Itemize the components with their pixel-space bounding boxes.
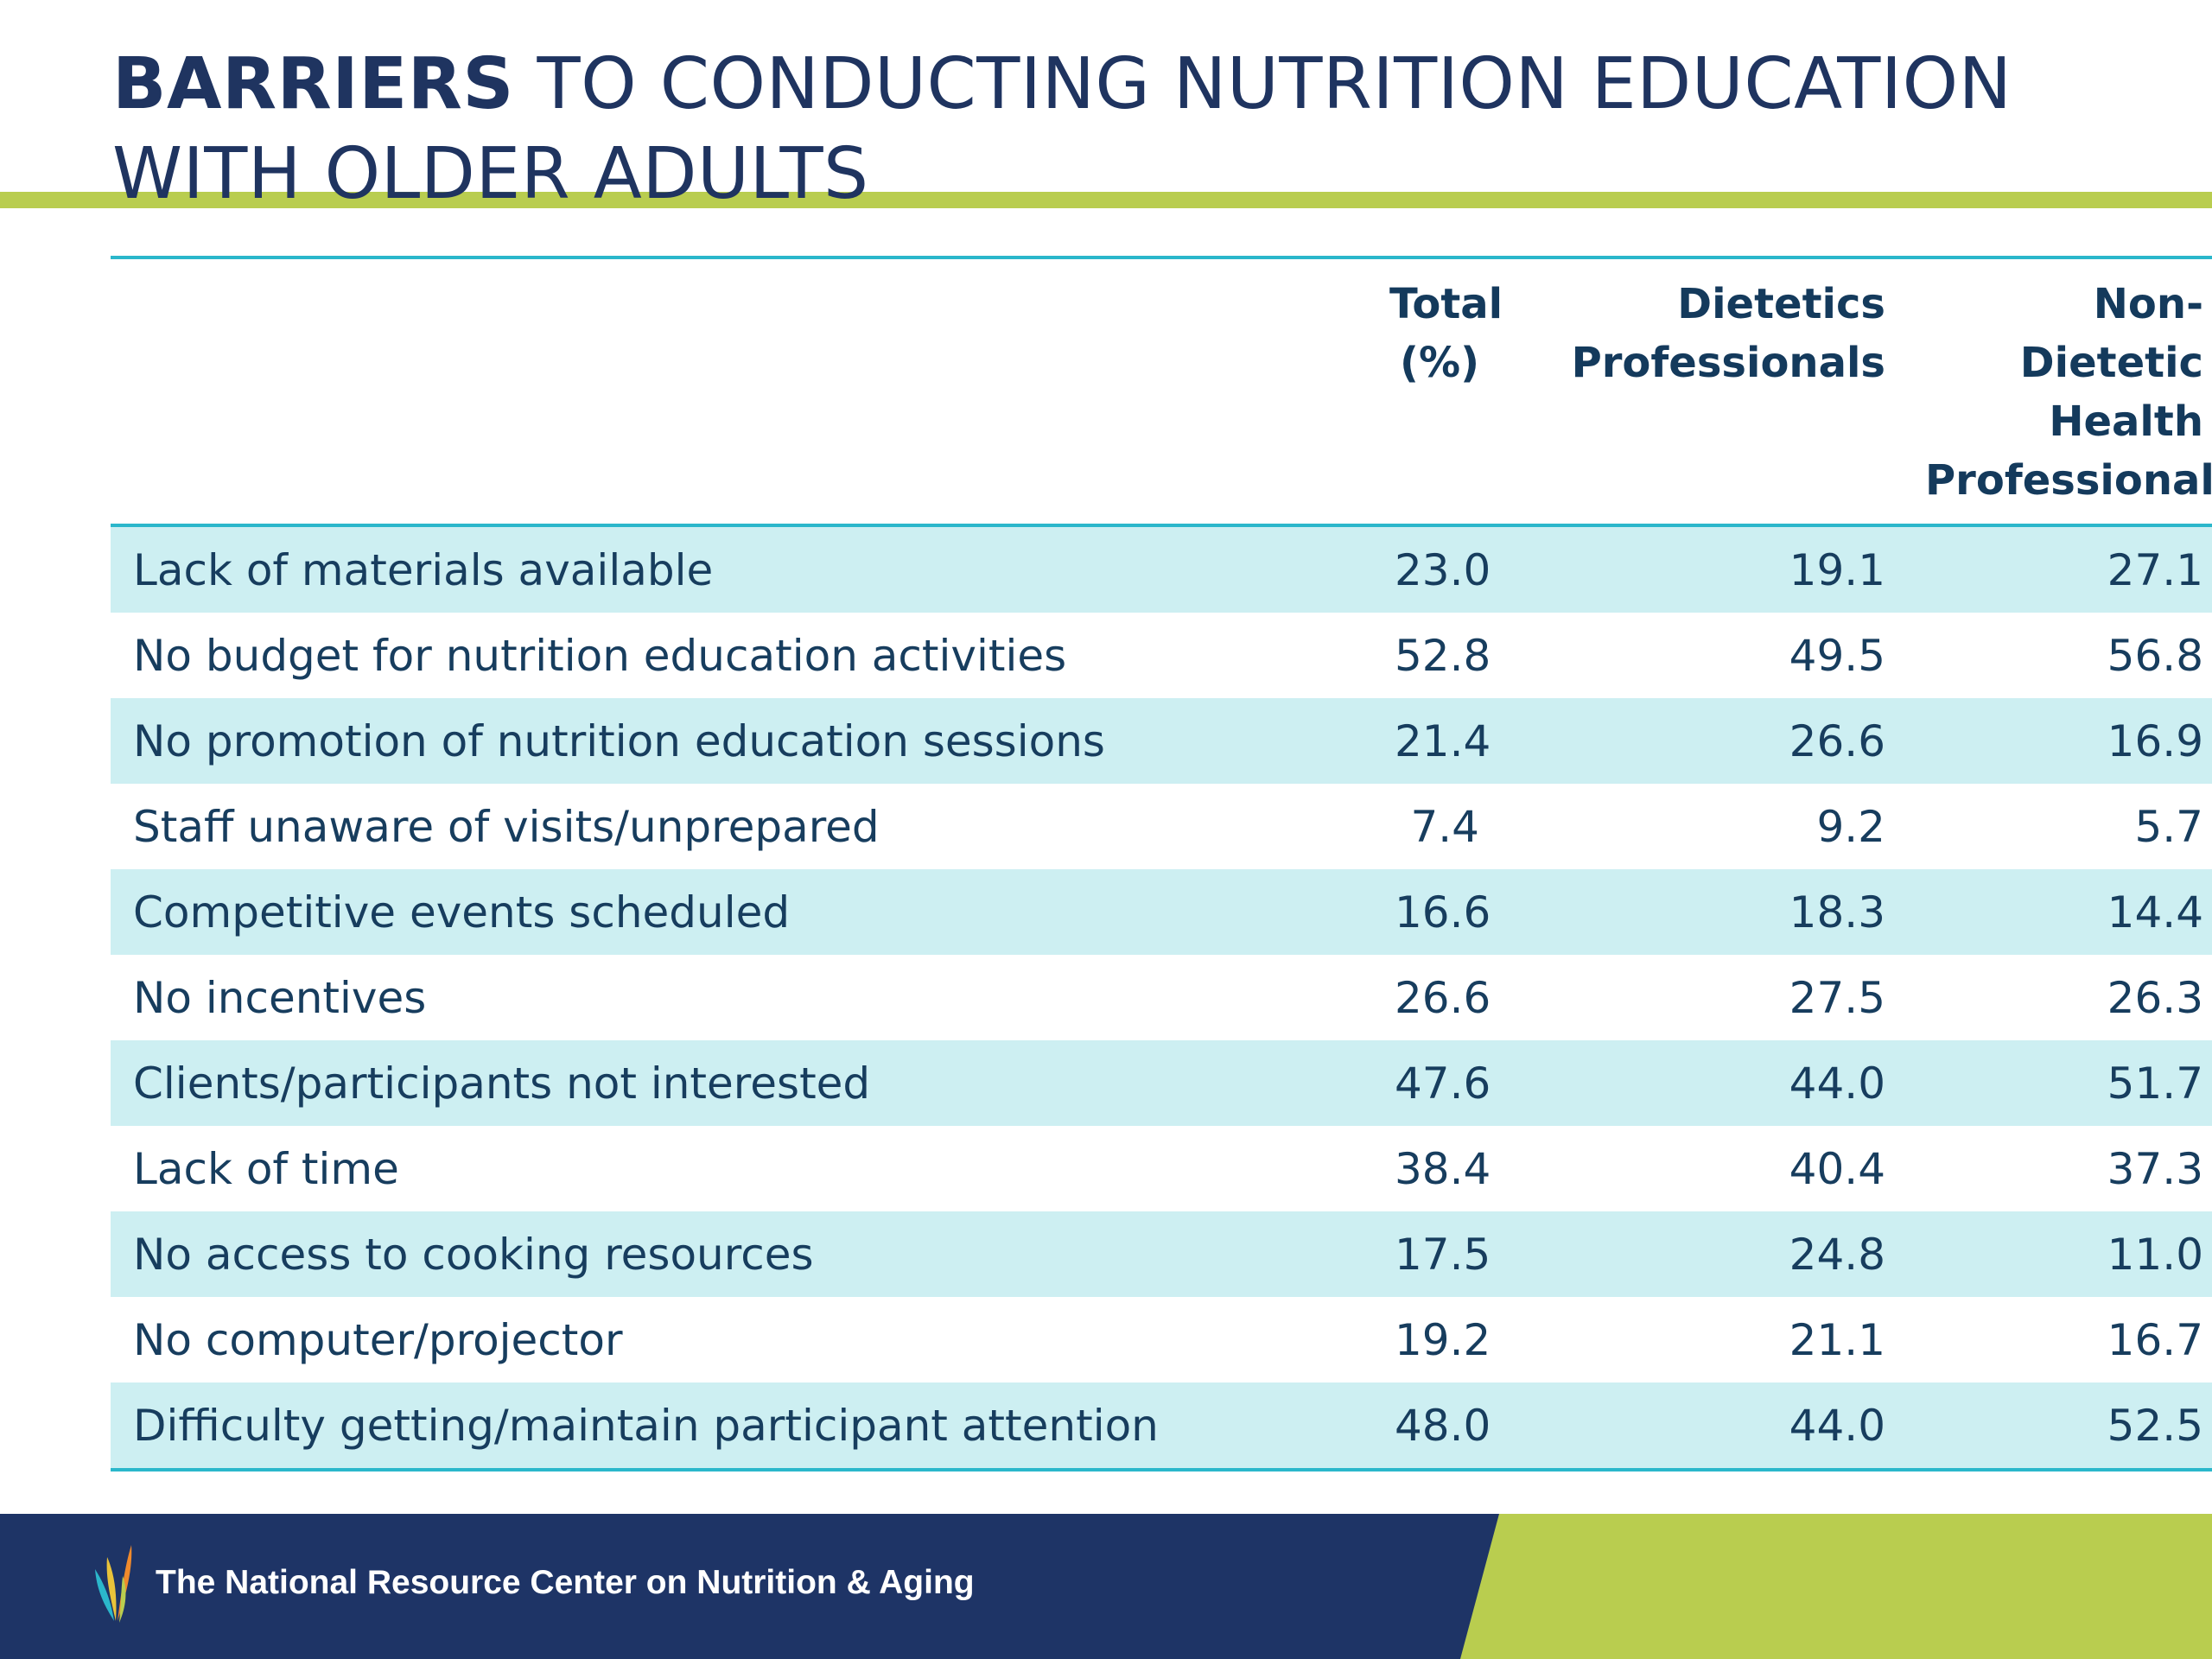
table-row: No budget for nutrition education activi… [111,613,2212,698]
total-value: 21.4 [1395,715,1491,766]
total-value: 17.5 [1395,1229,1491,1280]
footer-accent [1460,1514,2212,1659]
total-value: 52.8 [1395,630,1491,681]
header-dietetics: Dietetics Professionals [1502,257,1908,525]
row-label: No budget for nutrition education activi… [133,630,1067,681]
header-dietetics-line: Professionals [1571,339,1885,387]
row-label: No promotion of nutrition education sess… [133,715,1105,766]
row-label: Lack of materials available [133,544,714,595]
table-body: Lack of materials available 23.0 19.1 27.1 N… [111,525,2212,1470]
non-dietetic-value: 14.4 [2107,887,2203,938]
slide-title: BARRIERS TO CONDUCTING NUTRITION EDUCATI… [112,40,2100,219]
header-total: Total (%) [1372,257,1503,525]
header-non-dietetic-line: Health [2049,397,2203,446]
title-bold-part: BARRIERS [112,43,514,125]
barriers-table-container: Total (%) Dietetics Professionals Non-Dietet… [111,256,2212,1471]
total-value: 48.0 [1395,1400,1491,1451]
header-dietetics-line: Dietetics [1677,280,1885,328]
table-row: Lack of materials available 23.0 19.1 27.1 [111,525,2212,613]
row-label: Competitive events scheduled [133,887,791,938]
non-dietetic-value: 16.7 [2107,1314,2203,1365]
dietetics-value: 26.6 [1789,715,1885,766]
non-dietetic-value: 37.3 [2107,1143,2203,1194]
row-label: No computer/projector [133,1314,623,1365]
dietetics-value: 44.0 [1789,1058,1885,1109]
total-value: 7.4 [1410,801,1479,852]
non-dietetic-value: 11.0 [2107,1229,2203,1280]
dietetics-value: 44.0 [1789,1400,1885,1451]
total-value: 26.6 [1395,972,1491,1023]
row-label: Clients/participants not interested [133,1058,871,1109]
table-row: Difficulty getting/maintain participant … [111,1382,2212,1470]
non-dietetic-value: 56.8 [2107,630,2203,681]
non-dietetic-value: 5.7 [2134,801,2203,852]
row-label: Staff unaware of visits/unprepared [133,801,880,852]
table-row: Clients/participants not interested 47.6 4… [111,1040,2212,1126]
table-row: Competitive events scheduled 16.6 18.3 14.4 [111,869,2212,955]
footer-org-name: The National Resource Center on Nutritio… [156,1564,975,1601]
row-label: Difficulty getting/maintain participant … [133,1400,1159,1451]
header-total-line: (%) [1400,339,1479,387]
table-row: No incentives 26.6 27.5 26.3 [111,955,2212,1040]
dietetics-value: 19.1 [1789,544,1885,595]
row-label: No incentives [133,972,427,1023]
table-row: No access to cooking resources 17.5 24.8 11… [111,1211,2212,1297]
total-value: 16.6 [1395,887,1491,938]
total-value: 38.4 [1395,1143,1491,1194]
table-row: Staff unaware of visits/unprepared 7.4 9.2… [111,784,2212,869]
table-header-row: Total (%) Dietetics Professionals Non-Dietet… [111,257,2212,525]
total-value: 23.0 [1395,544,1491,595]
dietetics-value: 21.1 [1789,1314,1885,1365]
non-dietetic-value: 16.9 [2107,715,2203,766]
table-row: No computer/projector 19.2 21.1 16.7 [111,1297,2212,1382]
header-total-line: Total [1389,280,1503,328]
title-accent-rule [0,192,2212,208]
table-row: No promotion of nutrition education sess… [111,698,2212,784]
table-header: Total (%) Dietetics Professionals Non-Dietet… [111,257,2212,525]
total-value: 47.6 [1395,1058,1491,1109]
row-label: Lack of time [133,1143,399,1194]
dietetics-value: 18.3 [1789,887,1885,938]
row-label: No access to cooking resources [133,1229,814,1280]
dietetics-value: 49.5 [1789,630,1885,681]
header-blank [111,257,1372,525]
dietetics-value: 9.2 [1816,801,1885,852]
dietetics-value: 27.5 [1789,972,1885,1023]
dietetics-value: 40.4 [1789,1143,1885,1194]
total-value: 19.2 [1395,1314,1491,1365]
title-regular-part: TO CONDUCTING NUTRITION EDUCATION WITH O… [112,43,2012,215]
non-dietetic-value: 27.1 [2107,544,2203,595]
dietetics-value: 24.8 [1789,1229,1885,1280]
non-dietetic-value: 26.3 [2107,972,2203,1023]
non-dietetic-value: 51.7 [2107,1058,2203,1109]
table-row: Lack of time 38.4 40.4 37.3 [111,1126,2212,1211]
leaf-logo-icon [95,1545,132,1623]
header-non-dietetic-line: Non-Dietetic [2019,280,2203,387]
non-dietetic-value: 52.5 [2107,1400,2203,1451]
header-non-dietetic-line: Professionals [1925,456,2212,505]
header-non-dietetic: Non-Dietetic Health Professionals [1908,257,2212,525]
barriers-table: Total (%) Dietetics Professionals Non-Dietet… [111,256,2212,1471]
